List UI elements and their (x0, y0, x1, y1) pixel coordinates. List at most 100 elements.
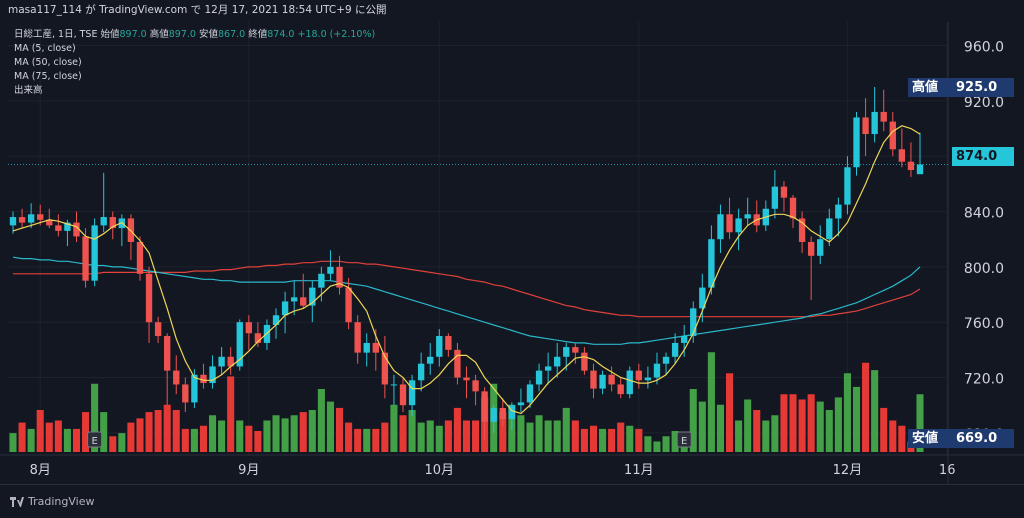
candle-body (916, 164, 924, 175)
tradingview-brand: TradingView (28, 495, 95, 508)
candle-body (472, 380, 479, 392)
candle-body (445, 336, 452, 350)
candle-body (671, 342, 679, 357)
candle-body (835, 204, 842, 219)
legend-ma50[interactable]: MA (50, close) (14, 57, 82, 68)
candle-body (780, 186, 788, 198)
volume-bar (435, 425, 443, 452)
low-tag-value: 669.0 (952, 429, 1014, 448)
volume-bar (163, 404, 171, 452)
volume-bar (852, 386, 861, 452)
volume-bar (571, 420, 579, 452)
candle-body (136, 241, 144, 274)
volume-bar (290, 415, 298, 452)
volume-bar (889, 420, 897, 452)
volume-bar (82, 412, 90, 452)
volume-bar (707, 352, 715, 452)
candle-body (408, 380, 416, 406)
volume-bar (109, 436, 117, 452)
candle-body (154, 322, 162, 337)
candle-body (871, 111, 878, 135)
volume-bar (335, 407, 344, 452)
volume-bar (653, 441, 661, 452)
volume-bar (916, 394, 924, 452)
volume-bar (462, 420, 471, 452)
legend-change: +18.0 (+2.10%) (297, 29, 376, 40)
candle-body (18, 217, 26, 223)
candle-body (490, 407, 497, 422)
candle-body (481, 391, 488, 422)
volume-bar (381, 422, 389, 452)
candle-body (272, 315, 280, 325)
earnings-marker-label: E (681, 436, 687, 447)
candle-body (254, 333, 262, 343)
volume-bar (862, 362, 870, 452)
candle-body (708, 239, 715, 288)
volume-bar (372, 428, 380, 452)
candle-body (281, 301, 289, 316)
candle-body (717, 214, 724, 240)
volume-bar (689, 389, 697, 452)
volume-bar (662, 436, 670, 452)
candle-body (581, 352, 588, 371)
volume-bar (580, 428, 588, 452)
candle-body (563, 347, 570, 357)
legend-ma5[interactable]: MA (5, close) (14, 43, 76, 54)
candle-body (100, 217, 107, 226)
footer-bar (0, 484, 1024, 518)
candle-body (390, 384, 398, 386)
price-chart[interactable]: 680.0720.0760.0800.0840.0880.0920.0960.0… (0, 0, 1024, 484)
candle-body (64, 222, 71, 231)
legend-close-value: 874.0 (267, 29, 295, 40)
x-tick-label: 16 (939, 463, 956, 478)
candle-body (363, 342, 370, 353)
legend-volume[interactable]: 出来高 (14, 85, 43, 96)
candle-body (590, 370, 597, 389)
candle-body (789, 197, 797, 219)
candle-body (290, 297, 298, 302)
y-tick-label: 920.0 (964, 95, 1004, 111)
y-tick-label: 960.0 (964, 40, 1004, 56)
volume-bar (209, 415, 217, 452)
y-tick-label: 760.0 (964, 316, 1004, 332)
publish-header: masa117_114 が TradingView.com で 12月 17, … (0, 0, 1024, 22)
legend-open-label: 始値 (100, 29, 120, 40)
volume-bar (562, 407, 570, 452)
volume-bar (18, 422, 26, 452)
earnings-marker-label: E (91, 436, 97, 447)
candle-body (73, 222, 80, 237)
volume-bar (9, 433, 17, 452)
y-tick-label: 800.0 (964, 261, 1004, 277)
volume-bar (326, 401, 334, 452)
legend-ma75[interactable]: MA (75, close) (14, 71, 82, 82)
x-tick-label: 9月 (238, 463, 259, 478)
volume-bar (190, 428, 198, 452)
candle-body (417, 363, 425, 381)
candle-body (862, 117, 869, 135)
volume-bar (871, 370, 879, 452)
tradingview-logo-icon (10, 497, 24, 507)
x-tick-label: 8月 (30, 463, 51, 478)
tradingview-logo[interactable]: TradingView (10, 495, 94, 508)
volume-bar (100, 412, 108, 452)
candle-body (345, 287, 352, 323)
candle-body (735, 218, 742, 233)
volume-bar (91, 383, 99, 452)
legend-high-value: 897.0 (168, 29, 196, 40)
volume-bar (735, 420, 743, 452)
candle-body (526, 384, 534, 403)
candle-body (844, 167, 851, 205)
candle-body (9, 217, 17, 226)
legend-close-label: 終値 (248, 29, 268, 40)
volume-bar (526, 422, 534, 452)
candle-body (744, 214, 751, 219)
volume-bar (617, 422, 625, 452)
ma75-line (13, 260, 921, 318)
volume-bar (218, 420, 226, 452)
volume-bar (553, 420, 561, 452)
candle-body (91, 225, 98, 281)
candle-body (853, 117, 860, 168)
volume-bar (263, 420, 271, 452)
candle-body (662, 356, 670, 364)
candle-body (164, 336, 171, 371)
